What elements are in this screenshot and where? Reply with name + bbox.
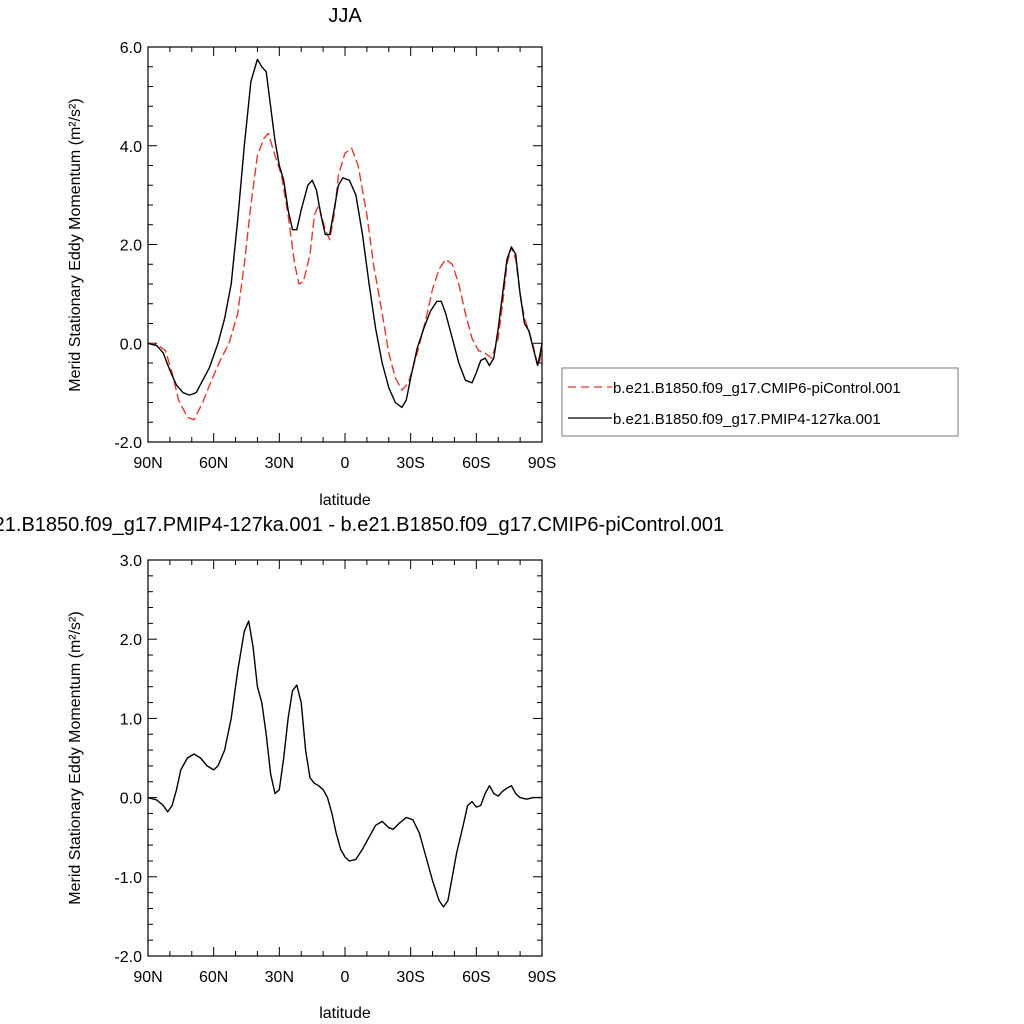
legend-label-picontrol: b.e21.B1850.f09_g17.CMIP6-piControl.001 [613,380,901,397]
y-tick-label: 2.0 [120,238,142,255]
top-panel: JJA 90N 60N 30N 0 30S 60S 90S -2.0 0.0 2… [67,5,556,509]
legend: b.e21.B1850.f09_g17.CMIP6-piControl.001 … [561,367,959,437]
x-tick-label: 90S [528,455,556,472]
y-tick-label: -2.0 [114,949,142,966]
y-tick-label: 3.0 [120,553,142,570]
series-line-0-1 [147,58,543,409]
x-tick-label: 0 [341,969,350,986]
top-plot-frame [147,46,543,443]
top-panel-y-tick-labels: -2.0 0.0 2.0 4.0 6.0 [114,40,142,452]
legend-box [561,367,959,437]
series-line-1-0 [147,620,543,908]
y-tick-label: 0.0 [120,336,142,353]
y-tick-label: -2.0 [114,435,142,452]
bottom-plot-frame [147,559,543,957]
y-tick-label: 0.0 [120,791,142,808]
x-tick-label: 60S [462,455,490,472]
y-tick-label: 6.0 [120,40,142,57]
bottom-x-axis-title: latitude [319,1005,371,1022]
top-panel-ticks [147,46,543,443]
x-tick-label: 30N [265,969,294,986]
bottom-panel-ticks [147,559,543,957]
top-panel-title: JJA [328,5,362,27]
x-tick-label: 30S [396,969,424,986]
bottom-panel: b.e21.B1850.f09_g17.PMIP4-127ka.001 - b.… [0,514,724,1022]
y-tick-label: -1.0 [114,870,142,887]
bottom-y-axis-title: Merid Stationary Eddy Momentum (m²/s²) [67,611,84,904]
x-tick-label: 60N [199,969,228,986]
top-panel-series [147,58,543,421]
x-tick-label: 90N [133,969,162,986]
bottom-panel-title: b.e21.B1850.f09_g17.PMIP4-127ka.001 - b.… [0,514,724,536]
x-tick-label: 90S [528,969,556,986]
x-tick-label: 60S [462,969,490,986]
top-x-axis-title: latitude [319,492,371,509]
y-tick-label: 2.0 [120,632,142,649]
bottom-panel-series [147,620,543,908]
y-tick-label: 1.0 [120,711,142,728]
x-tick-label: 60N [199,455,228,472]
x-tick-label: 30S [396,455,424,472]
top-panel-x-tick-labels: 90N 60N 30N 0 30S 60S 90S [133,455,556,472]
legend-label-pmip4: b.e21.B1850.f09_g17.PMIP4-127ka.001 [613,411,881,428]
y-tick-label: 4.0 [120,139,142,156]
top-y-axis-title: Merid Stationary Eddy Momentum (m²/s²) [67,98,84,391]
x-tick-label: 0 [341,455,350,472]
x-tick-label: 90N [133,455,162,472]
x-tick-label: 30N [265,455,294,472]
bottom-panel-y-tick-labels: -2.0 -1.0 0.0 1.0 2.0 3.0 [114,553,142,966]
series-line-0-0 [147,132,543,421]
bottom-panel-x-tick-labels: 90N 60N 30N 0 30S 60S 90S [133,969,556,986]
